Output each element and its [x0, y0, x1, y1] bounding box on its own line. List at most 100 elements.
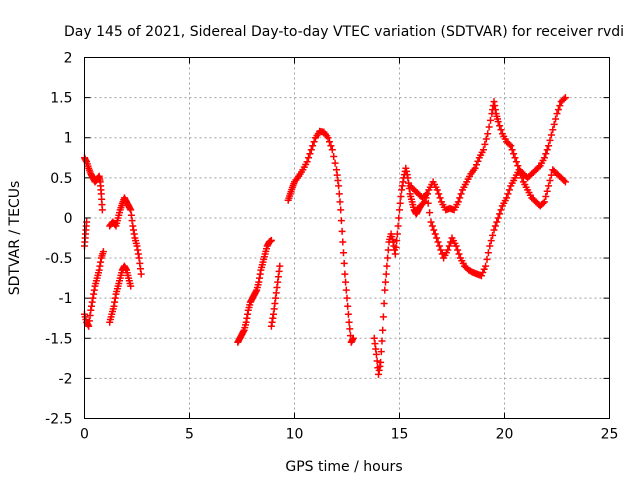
data-point — [555, 106, 562, 113]
data-point — [498, 126, 505, 133]
data-point — [305, 154, 312, 161]
x-axis-title: GPS time / hours — [285, 459, 402, 475]
data-point — [542, 150, 549, 157]
data-point — [513, 158, 520, 165]
data-point — [474, 158, 481, 165]
data-point — [346, 319, 353, 326]
data-point — [484, 130, 491, 137]
data-point — [542, 193, 549, 200]
data-point — [493, 218, 500, 225]
data-point — [330, 153, 337, 160]
data-point — [510, 150, 517, 157]
data-point — [329, 146, 336, 153]
plot-frame — [85, 58, 610, 419]
chart-title: Day 145 of 2021, Sidereal Day-to-day VTE… — [64, 24, 624, 40]
data-point — [397, 193, 404, 200]
data-point — [339, 228, 346, 235]
data-point — [309, 142, 316, 149]
data-point — [384, 255, 391, 262]
data-point — [486, 243, 493, 250]
data-point — [336, 190, 343, 197]
data-point — [435, 190, 442, 197]
data-point — [311, 138, 318, 145]
data-point — [345, 311, 352, 318]
data-point — [380, 313, 387, 320]
data-point — [481, 266, 488, 273]
axis-ticks — [85, 58, 610, 419]
data-point — [554, 110, 561, 117]
data-point — [383, 263, 390, 270]
data-point — [489, 232, 496, 239]
data-point — [138, 271, 145, 278]
y-tick-label: 0 — [64, 211, 73, 227]
data-point — [327, 142, 334, 149]
data-point — [383, 271, 390, 278]
data-point — [306, 150, 313, 157]
data-point — [545, 142, 552, 149]
data-point — [512, 154, 519, 161]
data-point — [496, 122, 503, 129]
data-point — [454, 247, 461, 254]
data-point — [456, 251, 463, 258]
data-point — [486, 124, 493, 131]
y-tick-label: 1.5 — [50, 91, 72, 107]
data-point — [492, 222, 499, 229]
y-tick-label: 1 — [64, 131, 73, 147]
data-point — [495, 214, 502, 221]
y-tick-label: -0.5 — [45, 251, 72, 267]
data-point — [344, 303, 351, 310]
data-point — [308, 146, 315, 153]
data-point — [544, 188, 551, 195]
data-point — [485, 249, 492, 256]
data-point — [340, 249, 347, 256]
data-point — [549, 126, 556, 133]
data-point — [337, 206, 344, 213]
data-point — [496, 210, 503, 217]
data-point — [429, 222, 436, 229]
x-tick-label: 15 — [391, 427, 409, 443]
data-point — [343, 287, 350, 294]
data-point — [456, 194, 463, 201]
data-point — [551, 121, 558, 128]
tick-labels: 0 5 10 15 20 25 2 1.5 1 0.5 0 -0.5 -1 -1.5 -2 -2.5 — [45, 51, 618, 443]
x-tick-label: 10 — [286, 427, 304, 443]
x-tick-label: 0 — [80, 427, 89, 443]
data-point — [481, 141, 488, 148]
data-point — [432, 230, 439, 237]
y-tick-label: -1 — [59, 291, 73, 307]
data-point — [395, 222, 402, 229]
data-point — [426, 209, 433, 216]
data-point — [382, 279, 389, 286]
data-point — [344, 295, 351, 302]
x-tick-label: 20 — [496, 427, 514, 443]
data-point — [482, 263, 489, 270]
data-point — [498, 206, 505, 213]
data-point — [341, 260, 348, 267]
data-point — [547, 137, 554, 144]
data-point — [505, 190, 512, 197]
data-point — [385, 247, 392, 254]
data-point — [506, 186, 513, 193]
grid-lines — [85, 58, 610, 419]
data-point — [346, 325, 353, 332]
data-point — [395, 214, 402, 221]
y-axis-title: SDTVAR / TECUs — [7, 181, 23, 296]
data-point — [428, 218, 435, 225]
y-tick-label: 2 — [64, 51, 73, 67]
y-tick-label: -2.5 — [45, 412, 72, 428]
data-point — [276, 263, 283, 270]
data-point — [491, 226, 498, 233]
data-point — [484, 256, 491, 263]
data-point — [552, 116, 559, 123]
data-point — [338, 217, 345, 224]
data-point — [332, 160, 339, 167]
y-tick-label: -1.5 — [45, 331, 72, 347]
data-point — [436, 243, 443, 250]
data-point — [433, 235, 440, 242]
data-point — [488, 237, 495, 244]
data-point — [397, 200, 404, 207]
data-point — [381, 287, 388, 294]
data-point — [342, 279, 349, 286]
x-tick-label: 5 — [185, 427, 194, 443]
data-point — [545, 182, 552, 189]
